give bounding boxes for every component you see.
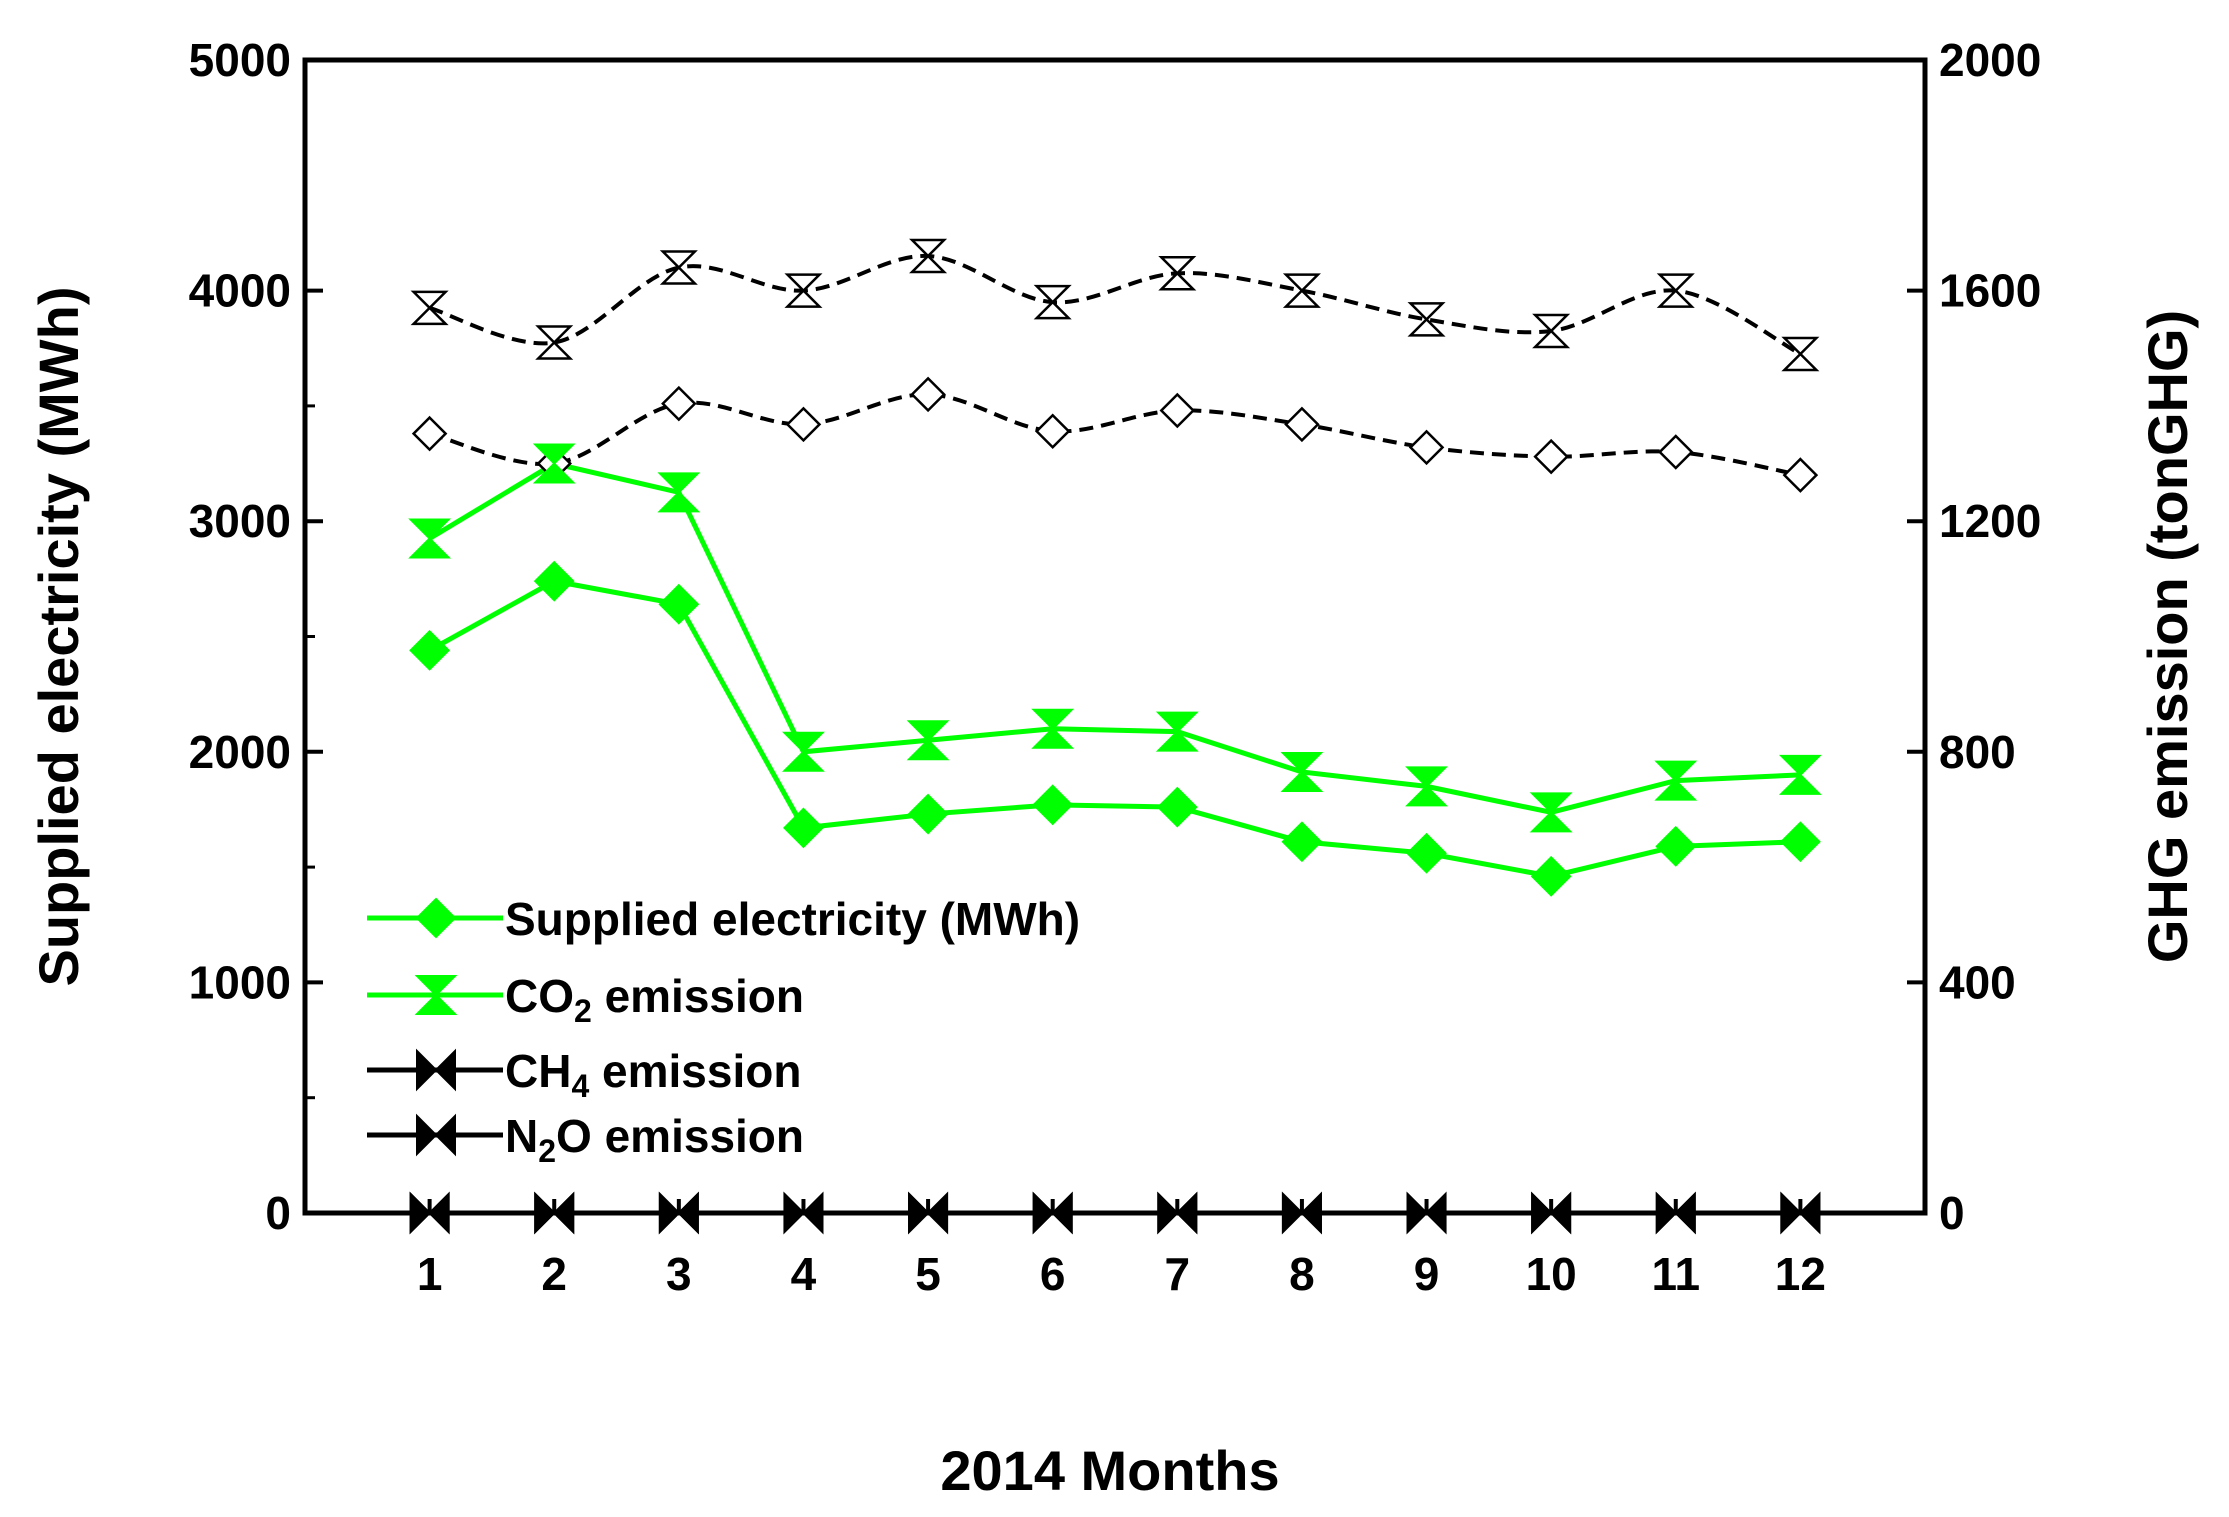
data-point-5 [659, 250, 698, 285]
y-left-tick-label: 1000 [189, 956, 291, 1008]
data-point-4 [1533, 438, 1569, 475]
data-point-0 [1530, 855, 1572, 897]
legend-item: Supplied electricity (MWh) [367, 893, 1080, 945]
legend-label: Supplied electricity (MWh) [505, 893, 1080, 945]
series-line-0 [428, 578, 1801, 879]
data-point-5 [1282, 273, 1321, 308]
y-right-tick-label: 2000 [1939, 34, 2041, 86]
data-point-0 [1032, 784, 1074, 826]
data-point-0 [783, 807, 824, 849]
y-axis-left-label: Supplied electricity (MWh) [27, 286, 90, 986]
legend-label: N2O emission [505, 1110, 804, 1169]
data-point-5 [535, 325, 574, 360]
y-right-tick-label: 1600 [1939, 265, 2041, 317]
data-point-0 [409, 629, 451, 671]
data-point-4 [661, 385, 697, 422]
data-point-5 [1033, 284, 1072, 320]
data-point-0 [658, 583, 700, 625]
data-point-0 [1779, 821, 1821, 863]
data-point-5 [784, 273, 823, 308]
y-right-tick-label: 800 [1939, 726, 2016, 778]
data-point-1 [1031, 708, 1075, 749]
data-point-4 [1034, 413, 1071, 450]
x-tick-label: 3 [666, 1248, 692, 1300]
y-left-tick-label: 3000 [189, 495, 291, 547]
y-right-tick-label: 400 [1939, 956, 2016, 1008]
data-point-0 [1655, 825, 1697, 867]
y-right-tick-label: 0 [1939, 1187, 1965, 1239]
legend-marker [416, 1048, 456, 1092]
series-line-dashed-5 [429, 254, 1802, 356]
data-point-1 [1529, 792, 1573, 833]
series-line-1 [428, 460, 1801, 815]
data-point-1 [1155, 711, 1199, 752]
legend-item: N2O emission [367, 1110, 804, 1169]
data-point-5 [1656, 273, 1695, 308]
data-point-5 [909, 238, 948, 274]
x-axis-label: 2014 Months [940, 1439, 1279, 1502]
data-point-5 [1781, 336, 1820, 372]
data-point-0 [533, 560, 575, 602]
data-point-5 [410, 290, 449, 326]
data-point-4 [910, 376, 946, 413]
x-tick-label: 10 [1526, 1248, 1577, 1300]
x-tick-label: 8 [1289, 1248, 1315, 1300]
x-tick-label: 6 [1040, 1248, 1066, 1300]
legend-label: CO2 emission [505, 970, 804, 1029]
x-tick-label: 4 [791, 1248, 817, 1300]
plot-frame [302, 57, 1928, 1216]
data-point-0 [1406, 832, 1447, 874]
x-tick-label: 1 [417, 1248, 443, 1300]
data-point-1 [1280, 751, 1324, 792]
x-tick-label: 11 [1651, 1248, 1700, 1300]
axis-ticks: 0 1000 2000 3000 4000 5000 0 400 800 1200 1600 2000… [189, 34, 2042, 1300]
data-point-4 [411, 415, 448, 452]
x-tick-label: 12 [1775, 1248, 1826, 1300]
x-tick-label: 7 [1165, 1248, 1191, 1300]
series-markers [408, 238, 1822, 1235]
y-left-tick-label: 2000 [189, 726, 291, 778]
data-point-1 [408, 518, 452, 559]
data-point-1 [1778, 754, 1822, 795]
data-point-1 [782, 731, 825, 772]
data-point-0 [1156, 786, 1198, 828]
data-point-0 [907, 793, 949, 835]
data-point-1 [906, 720, 950, 761]
data-point-0 [1281, 821, 1323, 863]
data-point-5 [1532, 313, 1571, 349]
data-point-5 [1407, 302, 1446, 337]
data-point-4 [1159, 392, 1196, 429]
data-point-4 [1408, 429, 1445, 466]
legend-marker [416, 1113, 456, 1157]
x-tick-label: 9 [1414, 1248, 1440, 1300]
x-tick-label: 2 [541, 1248, 567, 1300]
data-point-4 [785, 406, 822, 443]
data-point-4 [1782, 457, 1819, 493]
data-point-1 [1405, 766, 1448, 807]
data-point-1 [532, 443, 576, 484]
legend: Supplied electricity (MWh) CO2 emission CH… [367, 893, 1080, 1169]
series-line-dashed-4 [429, 392, 1801, 478]
legend-label: CH4 emission [505, 1045, 801, 1104]
legend-item: CH4 emission [367, 1045, 801, 1104]
y-left-tick-label: 5000 [189, 34, 291, 86]
data-point-1 [1654, 760, 1698, 801]
x-tick-label: 5 [915, 1248, 941, 1300]
data-point-4 [1658, 434, 1694, 470]
y-left-tick-label: 4000 [189, 265, 291, 317]
y-right-tick-label: 1200 [1939, 495, 2041, 547]
data-point-5 [1158, 256, 1197, 291]
legend-marker [414, 975, 458, 1015]
y-left-tick-label: 0 [265, 1187, 291, 1239]
y-axis-right-label: GHG emission (tonGHG) [2136, 310, 2199, 963]
legend-marker [415, 897, 457, 939]
data-point-4 [1284, 406, 1320, 443]
legend-item: CO2 emission [367, 970, 804, 1029]
data-point-1 [657, 472, 701, 513]
